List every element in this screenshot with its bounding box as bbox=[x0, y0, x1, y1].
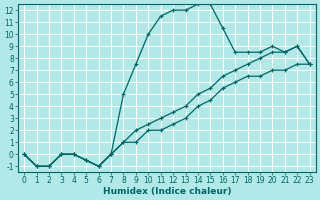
X-axis label: Humidex (Indice chaleur): Humidex (Indice chaleur) bbox=[103, 187, 231, 196]
